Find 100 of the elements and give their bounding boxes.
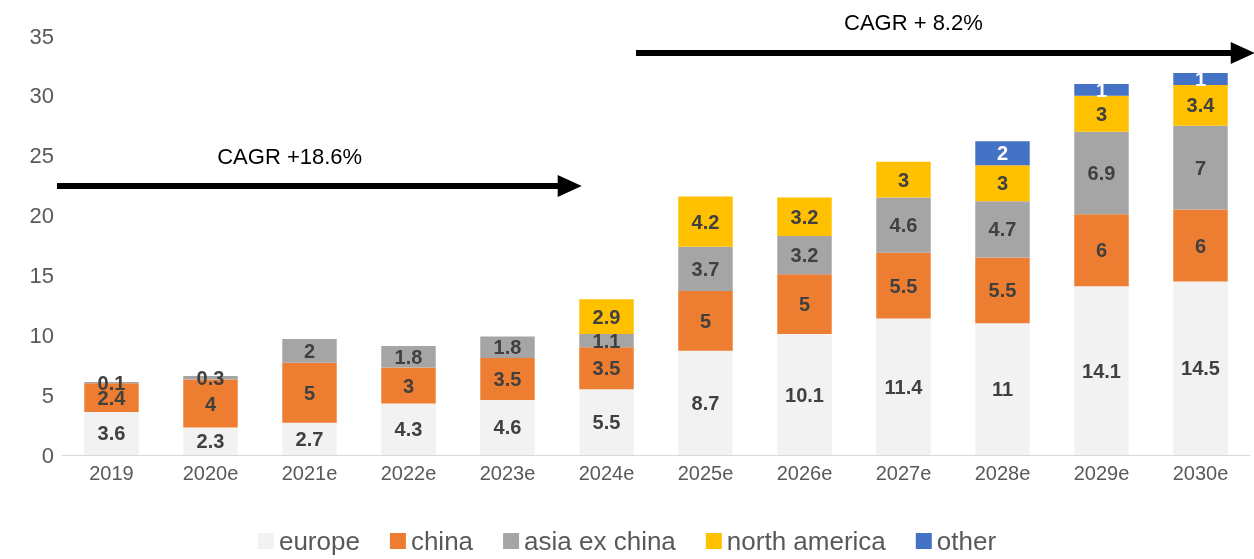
x-tick-label: 2029e [1073,462,1130,484]
legend-label: north america [726,526,887,556]
x-tick-label: 2024e [578,462,635,484]
data-label: 5 [303,381,316,404]
bar [1074,286,1129,455]
y-tick-label: 30 [29,83,54,109]
legend-label: other [936,526,997,556]
data-label: 5.5 [988,279,1017,302]
bar [282,362,337,423]
bar [876,318,931,455]
legend-label: europe [278,526,360,556]
x-tick-label: 2026e [776,462,833,484]
data-label: 6 [1095,239,1108,262]
bar [678,246,733,291]
data-label: 14.1 [1082,359,1121,382]
data-label: 3 [897,168,910,191]
bar [777,274,832,335]
data-label: 2.7 [295,427,324,450]
legend-label: asia ex china [524,526,677,556]
bar [678,196,733,247]
bar [1173,209,1228,282]
data-label: 5 [798,293,811,316]
bar [975,257,1030,324]
bar [1074,214,1129,287]
data-label: 3 [1095,102,1108,125]
bar [282,338,337,363]
data-label: 5.5 [889,274,918,297]
bar [1173,281,1228,455]
x-tick-label: 2019 [89,462,134,484]
bar [876,197,931,253]
data-label: 8.7 [691,391,720,414]
bar [975,323,1030,455]
bar [480,399,535,455]
bar [1074,131,1129,215]
data-label: 5 [699,309,712,332]
data-label: 11.4 [884,375,924,398]
data-label: 4 [204,392,217,415]
bar [381,403,436,455]
bar [480,358,535,400]
data-label: 3.4 [1186,94,1216,117]
y-tick-label: 25 [29,143,54,169]
bar [975,141,1030,166]
data-label: 11 [991,378,1014,401]
data-label: 4.3 [394,418,423,441]
bar [84,411,139,455]
x-tick-label: 2027e [875,462,932,484]
data-label: 3.5 [493,367,522,390]
data-label: 6 [1194,234,1207,257]
data-label: 2.9 [592,305,621,328]
data-label: 7 [1194,156,1207,179]
bar [579,347,634,390]
data-label: 1.8 [394,345,423,368]
bar [1173,125,1228,210]
x-tick-label: 2030e [1172,462,1229,484]
data-label: 3 [996,172,1009,195]
data-label: 1.1 [592,329,621,352]
x-tick-label: 2028e [974,462,1031,484]
legend-label: china [410,526,474,556]
data-label: 4.6 [889,214,918,237]
y-tick-label: 20 [29,203,54,229]
bar [678,350,733,455]
bar [1074,95,1129,132]
x-tick-label: 2022e [380,462,437,484]
data-label: 6.9 [1087,162,1116,185]
x-tick-label: 2021e [281,462,338,484]
data-label: 4.7 [988,218,1017,241]
bar [975,201,1030,258]
bar [975,165,1030,202]
x-tick-label: 2023e [479,462,536,484]
y-tick-label: 10 [29,322,54,348]
data-label: 3.5 [592,357,621,380]
data-label: 1.8 [493,336,522,359]
y-tick-label: 15 [29,262,54,288]
x-tick-label: 2025e [677,462,734,484]
data-label: 2 [996,142,1009,165]
bar [876,161,931,198]
bar [777,235,832,275]
data-label: 3.6 [97,422,126,445]
bar [876,252,931,319]
data-label: 2.3 [196,430,225,453]
bar [1074,83,1129,96]
data-label: 2 [303,339,316,362]
data-label: 3.2 [790,205,819,228]
data-label: 14.5 [1181,357,1220,380]
bar [777,334,832,455]
bar [579,299,634,335]
text: CAGR + 8.2% [844,9,983,36]
bar [579,389,634,455]
y-tick-label: 0 [41,442,54,468]
y-tick-label: 35 [29,23,54,49]
data-label: 3.7 [691,257,720,280]
x-tick-label: 2020e [182,462,239,484]
bar [1173,73,1228,86]
data-label: 3 [402,374,415,397]
y-tick-label: 5 [41,382,54,408]
annotation: CAGR +18.6% [217,143,363,170]
bar [777,197,832,236]
bar [678,290,733,351]
bar [1173,85,1228,126]
data-label: 5.5 [592,411,621,434]
